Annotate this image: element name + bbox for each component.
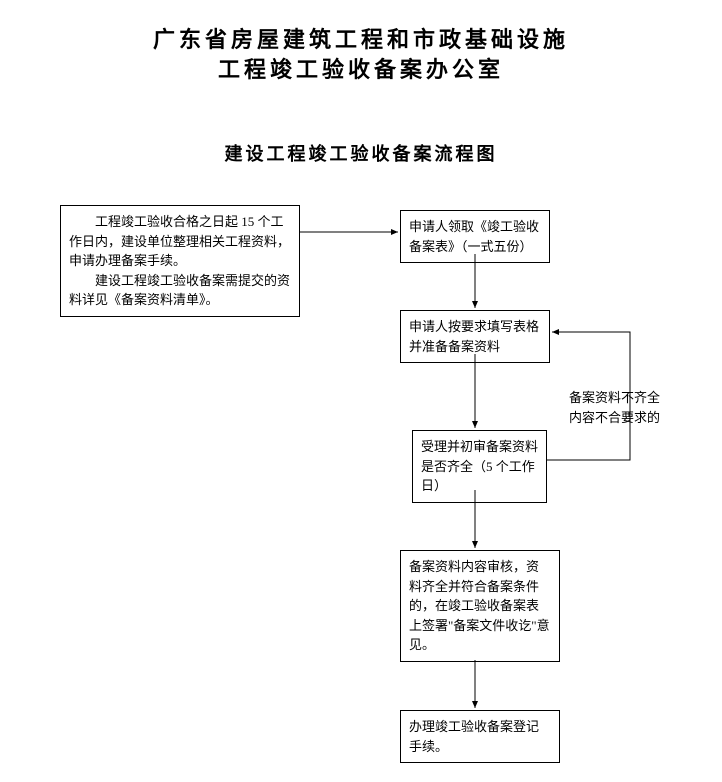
intro-box: 工程竣工验收合格之日起 15 个工作日内，建设单位整理相关工程资料，申请办理备案… bbox=[60, 205, 300, 317]
header-line2: 工程竣工验收备案办公室 bbox=[0, 52, 722, 84]
reject-line2: 内容不合要求的 bbox=[569, 408, 701, 428]
step3-box: 受理并初审备案资料是否齐全（5 个工作日） bbox=[412, 430, 547, 503]
subtitle: 建设工程竣工验收备案流程图 bbox=[0, 140, 722, 166]
intro-p1: 工程竣工验收合格之日起 15 个工作日内，建设单位整理相关工程资料，申请办理备案… bbox=[69, 212, 291, 271]
reject-note: 备案资料不齐全 内容不合要求的 bbox=[565, 386, 705, 429]
step2-box: 申请人按要求填写表格并准备备案资料 bbox=[400, 310, 550, 363]
header-line1: 广东省房屋建筑工程和市政基础设施 bbox=[0, 22, 722, 54]
step4-box: 备案资料内容审核，资料齐全并符合备案条件的，在竣工验收备案表上签署"备案文件收讫… bbox=[400, 550, 560, 662]
step5-box: 办理竣工验收备案登记手续。 bbox=[400, 710, 560, 763]
intro-p2: 建设工程竣工验收备案需提交的资料详见《备案资料清单》。 bbox=[69, 271, 291, 310]
reject-line1: 备案资料不齐全 bbox=[569, 388, 701, 408]
step1-box: 申请人领取《竣工验收备案表》（一式五份） bbox=[400, 210, 550, 263]
